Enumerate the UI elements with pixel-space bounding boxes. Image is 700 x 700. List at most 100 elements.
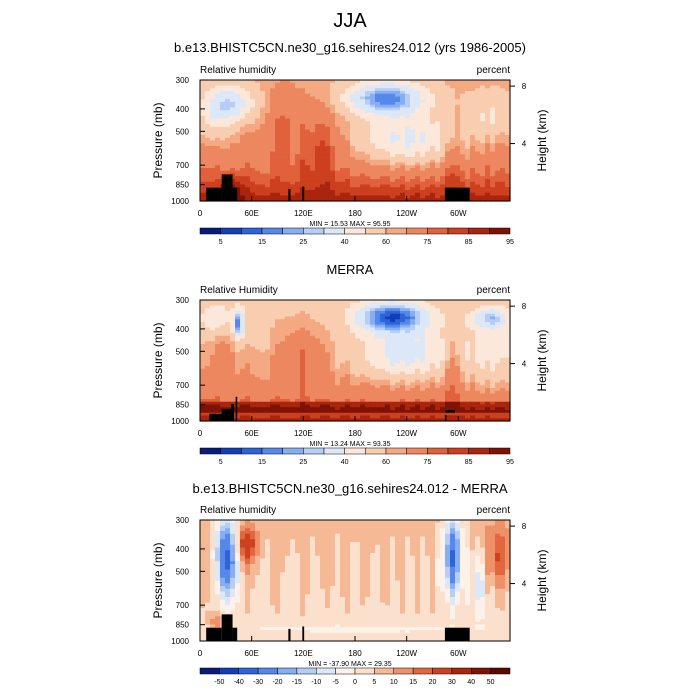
- field-cell: [215, 344, 221, 348]
- field-cell: [230, 379, 236, 384]
- field-cell: [480, 102, 486, 106]
- field-cell: [280, 99, 286, 103]
- field-cell: [350, 159, 356, 164]
- field-cell: [410, 374, 416, 378]
- field-cell: [310, 137, 316, 142]
- field-cell: [505, 338, 511, 342]
- field-cell: [255, 107, 261, 111]
- field-cell: [430, 137, 436, 142]
- field-cell: [490, 176, 496, 180]
- field-cell: [460, 327, 466, 331]
- field-cell: [220, 113, 226, 117]
- field-cell: [290, 107, 296, 111]
- field-cell: [345, 168, 351, 172]
- field-cell: [295, 374, 301, 378]
- field-cell: [230, 118, 236, 122]
- field-cell: [270, 187, 276, 191]
- field-cell: [475, 80, 481, 84]
- field-cell: [305, 88, 311, 92]
- field-cell: [350, 148, 356, 153]
- field-cell: [290, 170, 296, 175]
- field-cell: [470, 390, 476, 395]
- field-cell: [275, 338, 281, 342]
- field-cell: [485, 360, 491, 364]
- field-cell: [485, 80, 491, 84]
- field-cell: [440, 385, 446, 389]
- field-cell: [405, 184, 411, 188]
- field-cell: [250, 346, 256, 351]
- field-cell: [435, 335, 441, 340]
- field-cell: [440, 316, 446, 320]
- field-cell: [335, 165, 341, 169]
- field-cell: [325, 368, 331, 373]
- field-cell: [325, 363, 331, 367]
- field-cell: [325, 124, 331, 128]
- field-cell: [420, 85, 426, 89]
- field-cell: [245, 379, 251, 384]
- field-cell: [345, 159, 351, 164]
- field-cell: [495, 162, 501, 166]
- field-cell: [250, 311, 256, 315]
- field-cell: [420, 113, 426, 117]
- field-cell: [460, 379, 466, 384]
- field-cell: [350, 82, 356, 87]
- field-cell: [360, 385, 366, 389]
- field-cell: [240, 80, 246, 84]
- field-cell: [310, 308, 316, 312]
- field-cell: [230, 305, 236, 309]
- field-cell: [355, 93, 361, 98]
- field-cell: [395, 113, 401, 117]
- field-cell: [465, 82, 471, 87]
- field-cell: [335, 368, 341, 373]
- field-cell: [480, 322, 486, 326]
- field-cell: [225, 137, 231, 142]
- field-cell: [505, 335, 511, 340]
- field-cell: [335, 157, 341, 161]
- field-cell: [270, 126, 276, 131]
- field-cell: [240, 99, 246, 103]
- field-cell: [415, 377, 421, 381]
- field-cell: [365, 110, 371, 114]
- field-cell: [200, 157, 206, 161]
- field-cell: [375, 159, 381, 164]
- field-cell: [225, 93, 231, 98]
- field-cell: [505, 393, 511, 397]
- field-cell: [310, 159, 316, 164]
- field-cell: [440, 344, 446, 348]
- field-cell: [335, 305, 341, 309]
- field-cell: [480, 341, 486, 345]
- field-cell: [420, 124, 426, 128]
- field-cell: [480, 187, 486, 191]
- field-cell: [225, 393, 231, 397]
- field-cell: [345, 377, 351, 381]
- field-cell: [305, 157, 311, 161]
- field-cell: [205, 385, 211, 389]
- field-cell: [290, 124, 296, 128]
- field-cell: [300, 85, 306, 89]
- field-cell: [450, 170, 456, 175]
- field-cell: [240, 322, 246, 326]
- field-cell: [265, 352, 271, 356]
- field-cell: [485, 388, 491, 392]
- field-cell: [285, 399, 291, 403]
- field-cell: [330, 157, 336, 161]
- field-cell: [445, 124, 451, 128]
- field-cell: [365, 313, 371, 318]
- field-cell: [295, 346, 301, 351]
- field-cell: [480, 121, 486, 125]
- field-cell: [415, 390, 421, 395]
- field-cell: [425, 357, 431, 362]
- field-cell: [480, 357, 486, 362]
- field-cell: [495, 190, 501, 194]
- field-cell: [470, 368, 476, 373]
- field-cell: [275, 346, 281, 351]
- field-cell: [405, 91, 411, 95]
- field-cell: [340, 368, 346, 373]
- field-cell: [470, 316, 476, 320]
- field-cell: [405, 341, 411, 345]
- field-cell: [240, 355, 246, 359]
- field-cell: [270, 82, 276, 87]
- field-cell: [485, 346, 491, 351]
- field-cell: [420, 195, 426, 199]
- field-cell: [230, 300, 236, 304]
